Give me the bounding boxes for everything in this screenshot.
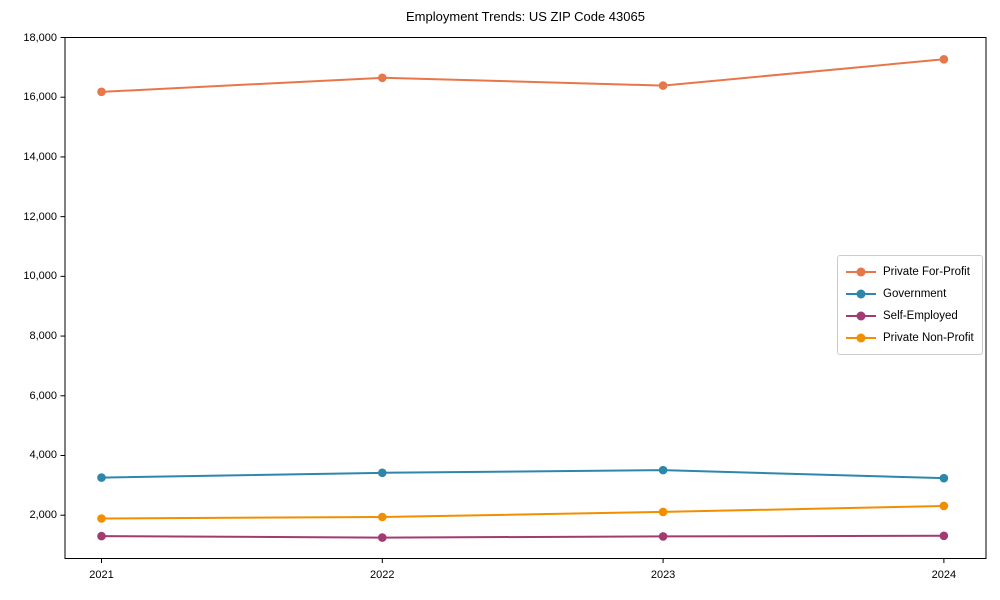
legend-label: Private Non-Profit bbox=[883, 332, 974, 344]
y-tick-label: 18,000 bbox=[23, 31, 57, 44]
y-tick-label: 14,000 bbox=[23, 150, 57, 163]
data-point-self-employed bbox=[97, 531, 106, 541]
legend-item-private-for-profit: Private For-Profit bbox=[846, 261, 975, 283]
y-tick-label: 10,000 bbox=[23, 270, 57, 283]
series-line-government bbox=[101, 469, 944, 480]
x-tick-label: 2021 bbox=[89, 568, 114, 581]
data-point-self-employed bbox=[658, 532, 668, 541]
legend: Private For-Profit Government Self-Employe… bbox=[837, 255, 983, 355]
data-point-private-for-profit bbox=[377, 73, 387, 83]
y-tick-label: 12,000 bbox=[23, 210, 57, 223]
x-tick-label: 2023 bbox=[650, 568, 676, 581]
y-tick-label: 16,000 bbox=[23, 91, 57, 104]
data-point-government bbox=[97, 473, 106, 482]
data-point-private-non-profit bbox=[939, 501, 949, 511]
legend-label: Private For-Profit bbox=[883, 266, 970, 278]
y-tick-label: 8,000 bbox=[29, 330, 57, 343]
data-point-self-employed bbox=[939, 531, 949, 541]
data-point-private-for-profit bbox=[97, 87, 106, 97]
legend-marker-icon bbox=[846, 311, 876, 321]
data-point-private-for-profit bbox=[939, 54, 949, 64]
legend-item-private-non-profit: Private Non-Profit bbox=[846, 327, 975, 349]
data-point-private-non-profit bbox=[377, 512, 387, 522]
y-tick-label: 6,000 bbox=[29, 389, 57, 402]
y-tick-label: 4,000 bbox=[29, 449, 57, 462]
legend-label: Self-Employed bbox=[883, 310, 958, 322]
legend-item-government: Government bbox=[846, 283, 975, 305]
y-tick-label: 2,000 bbox=[29, 509, 57, 522]
data-point-government bbox=[377, 468, 387, 478]
data-point-private-non-profit bbox=[97, 514, 106, 523]
legend-label: Government bbox=[883, 288, 947, 300]
data-point-private-for-profit bbox=[658, 81, 668, 90]
legend-marker-icon bbox=[846, 333, 876, 343]
series-line-self-employed bbox=[101, 534, 944, 539]
legend-item-self-employed: Self-Employed bbox=[846, 305, 975, 327]
series-line-private-for-profit bbox=[101, 58, 944, 93]
data-point-private-non-profit bbox=[658, 507, 668, 517]
x-tick-label: 2024 bbox=[931, 568, 957, 581]
axes-frame bbox=[64, 37, 987, 559]
data-point-government bbox=[939, 473, 949, 483]
x-tick-label: 2022 bbox=[370, 568, 395, 581]
legend-marker-icon bbox=[846, 267, 876, 277]
series-line-private-non-profit bbox=[101, 504, 944, 520]
legend-marker-icon bbox=[846, 289, 876, 299]
data-point-self-employed bbox=[377, 533, 387, 542]
data-point-government bbox=[658, 465, 668, 475]
chart-title: Employment Trends: US ZIP Code 43065 bbox=[406, 9, 645, 24]
